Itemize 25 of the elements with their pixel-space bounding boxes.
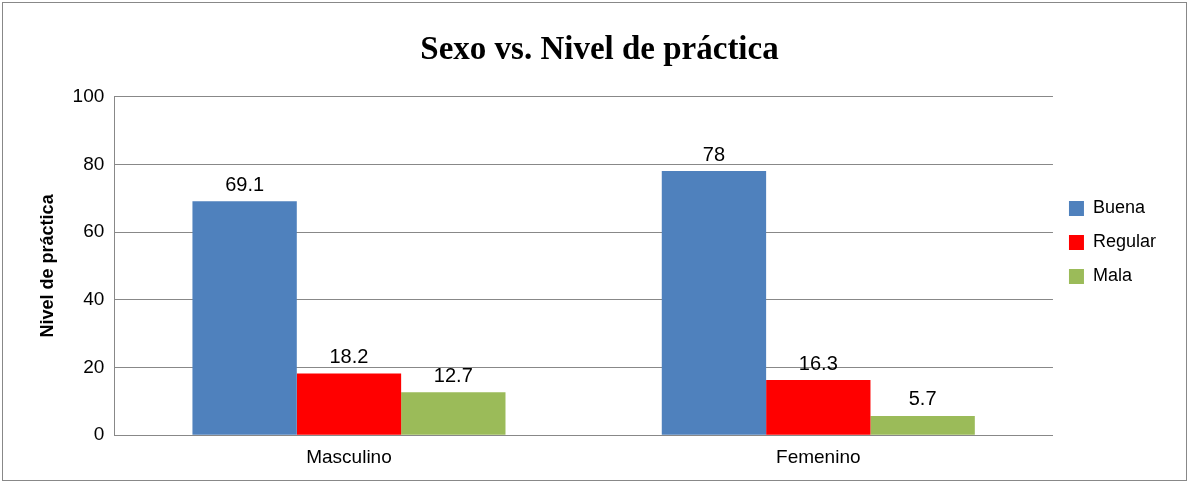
y-tick-label: 80 <box>83 152 105 174</box>
data-label: 18.2 <box>329 345 369 368</box>
y-tick-label: 60 <box>83 220 105 242</box>
data-label: 69.1 <box>225 172 265 195</box>
bar <box>401 392 506 435</box>
bar <box>296 373 402 435</box>
chart-title: Sexo vs. Nivel de práctica <box>420 30 779 67</box>
data-label: 16.3 <box>798 351 838 374</box>
x-tick-label: Masculino <box>306 445 392 467</box>
y-tick-label: 0 <box>93 423 105 445</box>
legend-label: Buena <box>1092 197 1146 218</box>
data-label: 5.7 <box>908 387 937 410</box>
y-tick-label: 40 <box>83 287 105 309</box>
bar <box>661 171 767 435</box>
y-tick-label: 20 <box>83 355 105 377</box>
legend-label: Regular <box>1092 231 1157 252</box>
y-tick-label: 100 <box>72 84 105 106</box>
legend-label: Mala <box>1092 265 1133 286</box>
bar <box>766 380 871 435</box>
data-label: 78 <box>702 142 726 165</box>
bar <box>870 415 975 435</box>
data-label: 12.7 <box>433 363 473 386</box>
bar <box>192 201 297 435</box>
x-tick-label: Femenino <box>776 445 861 467</box>
y-axis-title: Nivel de práctica <box>36 193 57 338</box>
